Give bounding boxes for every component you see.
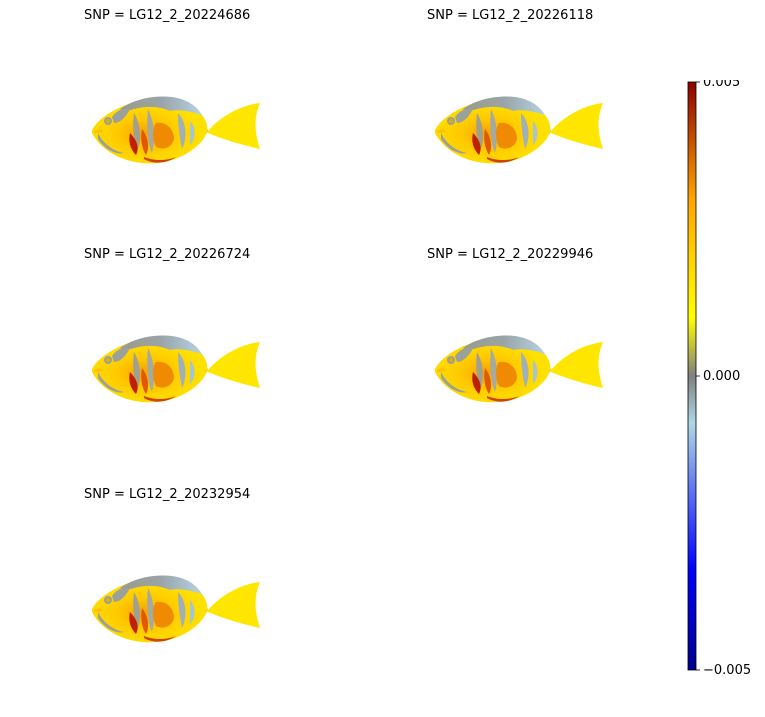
colorbar: 0.005 0.000 −0.005 — [687, 80, 751, 675]
fish-heatmap — [435, 335, 603, 403]
panel-title: SNP = LG12_2_20229946 — [427, 247, 594, 262]
panel-title: SNP = LG12_2_20226724 — [84, 247, 251, 262]
colorbar-tick-label: 0.000 — [703, 369, 740, 384]
panel-1: SNP = LG12_2_20224686 — [84, 8, 324, 238]
panel-3: SNP = LG12_2_20226724 — [84, 247, 324, 477]
fish-heatmap — [435, 96, 603, 164]
fish-heatmap — [92, 335, 260, 403]
panel-title: SNP = LG12_2_20226118 — [427, 8, 594, 23]
fish-heatmap — [92, 96, 260, 164]
panel-5: SNP = LG12_2_20232954 — [84, 487, 324, 717]
colorbar-tick-label: −0.005 — [703, 663, 751, 675]
fish-heatmap — [92, 575, 260, 643]
colorbar-tick-label: 0.005 — [703, 80, 740, 90]
panel-title: SNP = LG12_2_20224686 — [84, 8, 251, 23]
panel-2: SNP = LG12_2_20226118 — [427, 8, 667, 238]
panel-4: SNP = LG12_2_20229946 — [427, 247, 667, 477]
colorbar-gradient — [687, 81, 697, 671]
panel-title: SNP = LG12_2_20232954 — [84, 487, 251, 502]
